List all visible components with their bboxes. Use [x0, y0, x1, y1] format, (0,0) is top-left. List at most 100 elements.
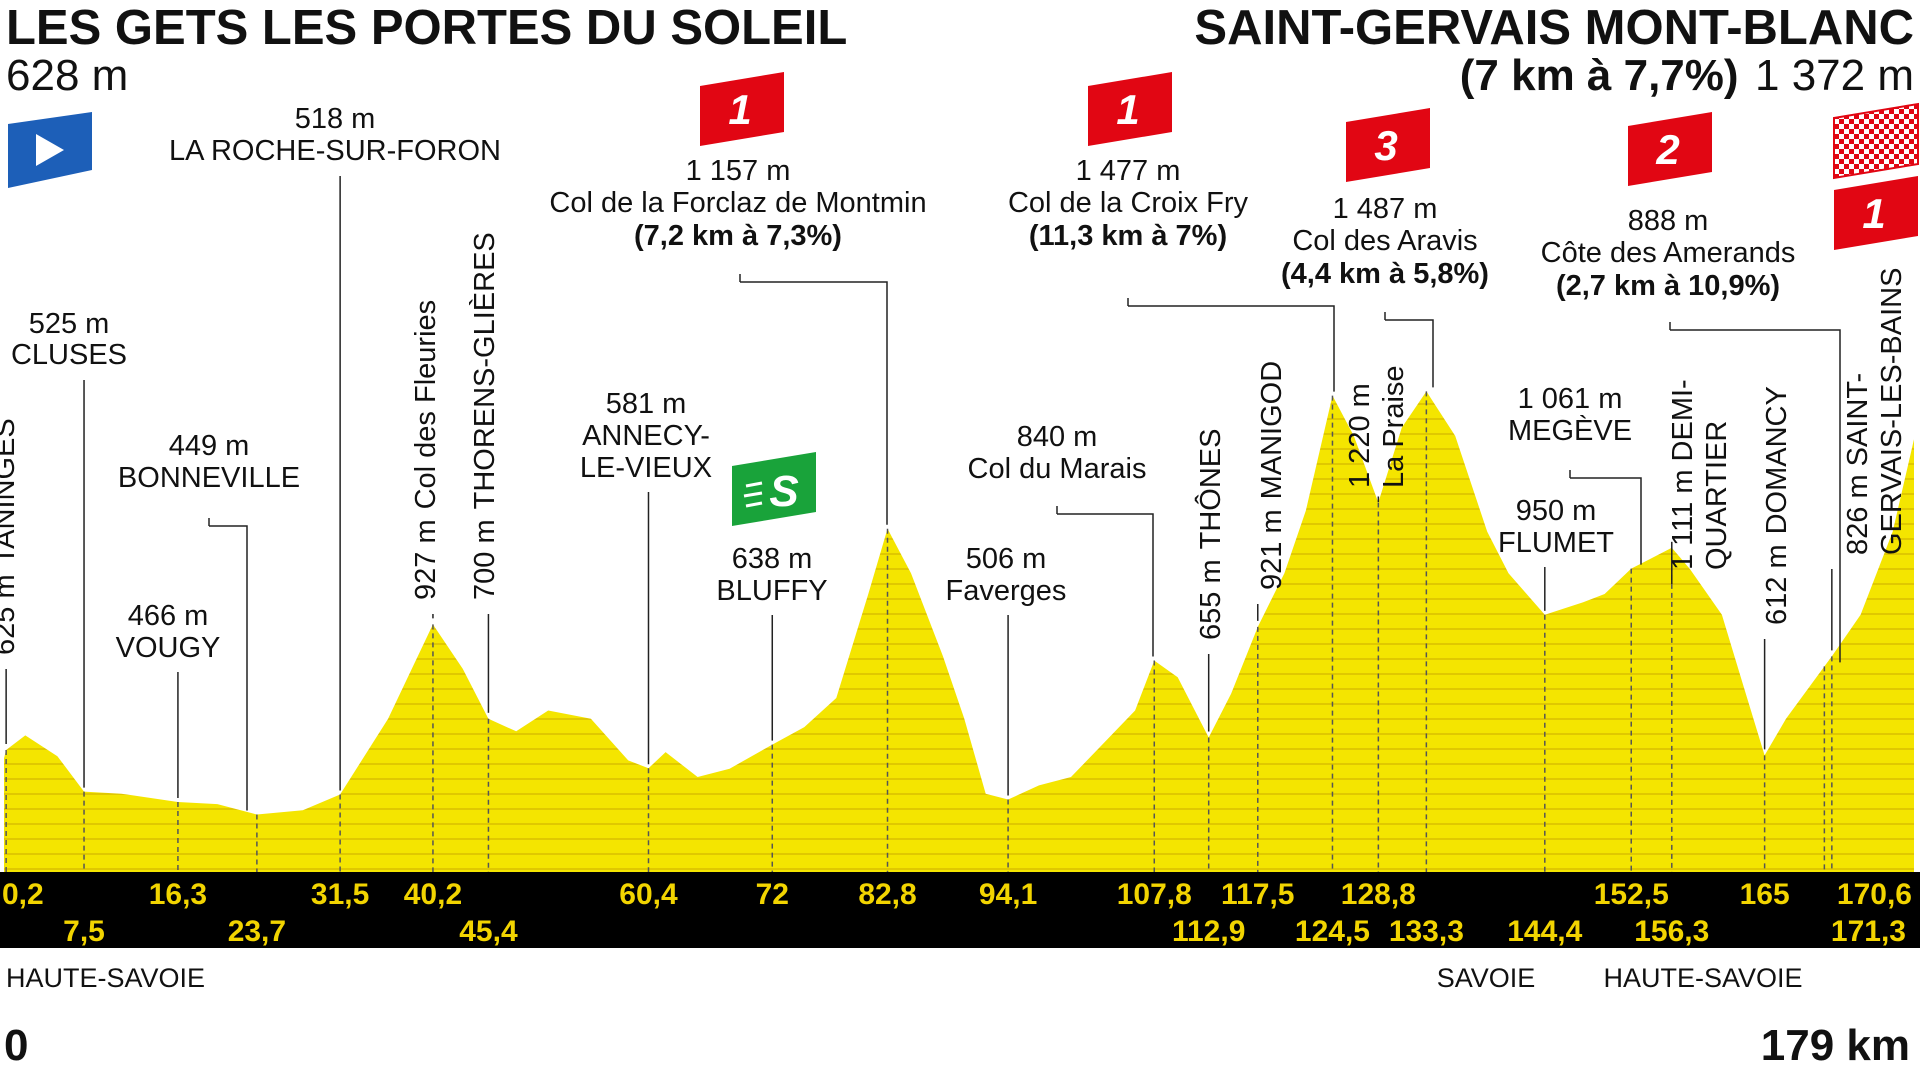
department-label-3: HAUTE-SAVOIE: [1603, 963, 1802, 993]
pt-18-altitude: 1 061 m: [1518, 383, 1623, 415]
km-bottom-label: 171,3: [1831, 915, 1906, 948]
km-top-label: 40,2: [404, 878, 462, 911]
pt-6-name: THORENS-GLIÈRES: [468, 232, 501, 509]
pt-8-altitude: 638 m: [732, 543, 813, 575]
start-town-title: LES GETS LES PORTES DU SOLEIL: [6, 1, 847, 55]
pt-18-leader-line: [1570, 477, 1642, 565]
pt-12-label: 655 m THÔNES: [1193, 429, 1227, 640]
pt-17-name: FLUMET: [1498, 527, 1614, 559]
pt-19-label-line1: 1 111 m DEMI-: [1667, 379, 1699, 570]
pt-13-altitude: 921 m: [1256, 509, 1288, 590]
km-top-label: 170,6: [1837, 878, 1912, 911]
pt-1-altitude: 525 m: [29, 308, 110, 340]
km-top-label: 72: [756, 878, 789, 911]
pt-13-label: 921 m MANIGOD: [1256, 361, 1288, 590]
pt-5-altitude: 927 m: [410, 519, 442, 600]
pt-5-label: 927 m Col des Fleuries: [410, 300, 442, 600]
pt-4-altitude: 518 m: [295, 103, 376, 135]
pt-9-altitude: 1 157 m: [686, 155, 791, 187]
pt-19-label-line2: QUARTIER: [1701, 421, 1733, 570]
pt-6-label: 700 m THORENS-GLIÈRES: [468, 232, 501, 600]
km-top-label: 165: [1740, 878, 1790, 911]
pt-16-climb: (4,4 km à 5,8%): [1281, 258, 1489, 290]
scale-end-label: 179 km: [1761, 1021, 1910, 1070]
km-bottom-label: 7,5: [63, 915, 105, 948]
distance-labels: 0,2 16,3 31,5 40,2 60,4 72 82,8 94,1 107,8 117,5 1…: [2, 878, 1912, 948]
scale-start-label: 0: [4, 1021, 28, 1070]
pt-10-altitude: 506 m: [966, 543, 1047, 575]
finish-climb: (7 km à 7,7%): [1460, 51, 1739, 100]
km-bottom-label: 124,5: [1295, 915, 1370, 948]
pt-14-altitude: 1 477 m: [1076, 155, 1181, 187]
pt-9-leader-line: [740, 281, 888, 525]
pt-22-label-line1: 826 m SAINT-: [1842, 373, 1874, 555]
pt-14-name: Col de la Croix Fry: [1008, 187, 1249, 219]
svg-text:S: S: [769, 467, 798, 516]
km-bottom-label: 112,9: [1172, 915, 1245, 948]
pt-20-altitude: 612 m: [1761, 544, 1793, 625]
pt-5-name: Col des Fleuries: [410, 300, 442, 510]
km-top-label: 107,8: [1117, 878, 1192, 911]
pt-14-leader-line: [1128, 305, 1335, 392]
pt-9-climb: (7,2 km à 7,3%): [634, 220, 842, 252]
pt-0-altitude: 625 m: [0, 574, 21, 655]
pt-2-name: VOUGY: [116, 632, 221, 664]
pt-3-altitude: 449 m: [169, 430, 250, 462]
pt-17-altitude: 950 m: [1516, 495, 1597, 527]
department-label-2: SAVOIE: [1437, 963, 1536, 993]
finish-town-title: SAINT-GERVAIS MONT-BLANC: [1194, 1, 1914, 55]
sprint-s-icon: S: [732, 452, 816, 526]
pt-21-leader-line: [1670, 329, 1841, 663]
pt-14-climb: (11,3 km à 7%): [1029, 220, 1227, 252]
pt-3-name: BONNEVILLE: [118, 462, 300, 494]
km-bottom-label: 45,4: [459, 915, 518, 948]
pt-21-climb: (2,7 km à 10,9%): [1556, 270, 1780, 302]
km-top-label: 60,4: [619, 878, 678, 911]
svg-text:1: 1: [1862, 190, 1885, 237]
finish-category-1-climb-icon: 1: [1834, 176, 1918, 250]
km-bottom-label: 144,4: [1507, 915, 1582, 948]
km-top-label: 94,1: [979, 878, 1037, 911]
category-2-climb-icon: 2: [1628, 112, 1712, 186]
pt-7-name-line1: ANNECY-: [582, 420, 710, 452]
pt-4-name: LA ROCHE-SUR-FORON: [169, 135, 501, 167]
checkered-finish-icon: [1833, 102, 1919, 180]
pt-16-altitude: 1 487 m: [1333, 193, 1438, 225]
km-top-label: 82,8: [858, 878, 916, 911]
pt-10-name: Faverges: [946, 575, 1067, 607]
pt-3-leader-line: [209, 525, 248, 811]
department-label-1: HAUTE-SAVOIE: [6, 963, 205, 993]
pt-20-label: 612 m DOMANCY: [1761, 386, 1793, 625]
pt-15-altitude: 1 220 m: [1344, 383, 1376, 488]
pt-11-altitude: 840 m: [1017, 421, 1098, 453]
pt-21-name: Côte des Amerands: [1541, 237, 1796, 269]
svg-text:1: 1: [728, 86, 751, 133]
pt-2-altitude: 466 m: [128, 600, 209, 632]
pt-20-name: DOMANCY: [1761, 386, 1793, 534]
svg-text:1: 1: [1116, 86, 1139, 133]
category-3-climb-icon: 3: [1346, 108, 1430, 182]
svg-text:3: 3: [1374, 122, 1397, 169]
km-top-label: 0,2: [2, 878, 44, 911]
elevation-profile-area: [4, 391, 1914, 872]
km-bottom-label: 23,7: [228, 915, 286, 948]
pt-9-name: Col de la Forclaz de Montmin: [549, 187, 926, 219]
finish-altitude: 1 372 m: [1755, 51, 1914, 100]
pt-0-label: 625 m TANINGES: [0, 418, 21, 655]
pt-0-name: TANINGES: [0, 418, 21, 564]
km-bottom-label: 133,3: [1389, 915, 1464, 948]
pt-22-label-line2: GERVAIS-LES-BAINS: [1876, 268, 1908, 555]
km-top-label: 152,5: [1594, 878, 1669, 911]
km-top-label: 31,5: [311, 878, 369, 911]
category-1-climb-icon: 1: [1088, 72, 1172, 146]
pt-18-name: MEGÈVE: [1508, 414, 1632, 447]
pt-8-name: BLUFFY: [716, 575, 827, 607]
km-top-label: 128,8: [1341, 878, 1416, 911]
pt-15-name: La Praise: [1378, 365, 1410, 488]
pt-13-name: MANIGOD: [1256, 361, 1288, 500]
km-top-label: 117,5: [1221, 878, 1294, 911]
pt-12-altitude: 655 m: [1195, 559, 1227, 640]
svg-text:2: 2: [1655, 126, 1679, 173]
pt-16-leader-line: [1385, 319, 1434, 388]
